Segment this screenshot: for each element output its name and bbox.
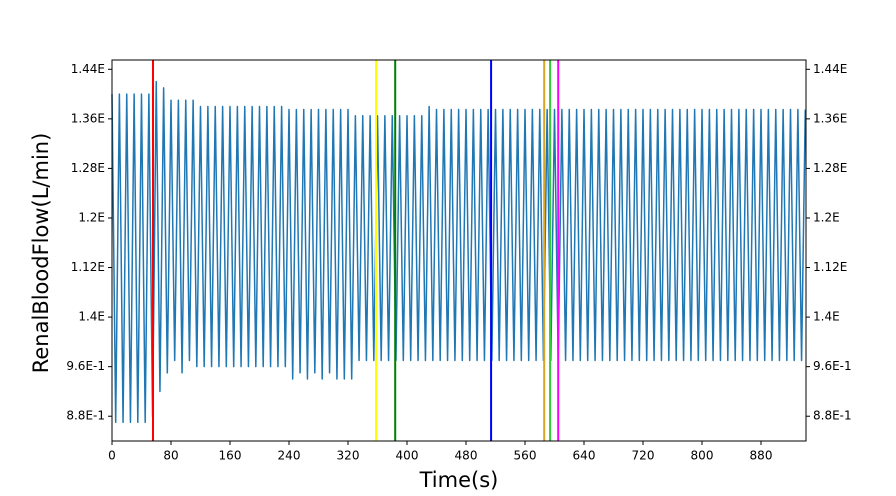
- y-tick-label: 1.2E: [78, 210, 105, 224]
- y-tick-label: 1.12E: [71, 260, 105, 274]
- x-tick-label: 160: [219, 449, 242, 463]
- x-tick-label: 480: [455, 449, 478, 463]
- x-tick-label: 720: [632, 449, 655, 463]
- y-tick-label: 1.36E: [71, 111, 105, 125]
- x-tick-label: 240: [278, 449, 301, 463]
- x-tick-label: 880: [750, 449, 773, 463]
- y-tick-label: 8.8E-1: [66, 409, 105, 423]
- y-tick-label: 9.6E-1: [66, 359, 105, 373]
- y2-tick-label: 9.6E-1: [813, 359, 852, 373]
- y-tick-label: 1.28E: [71, 161, 105, 175]
- x-tick-label: 400: [396, 449, 419, 463]
- x-tick-label: 640: [573, 449, 596, 463]
- y2-tick-label: 1.36E: [813, 111, 847, 125]
- plot-frame: [111, 59, 807, 442]
- y2-tick-label: 1.2E: [813, 210, 840, 224]
- x-tick-label: 0: [108, 449, 116, 463]
- y2-tick-label: 1.44E: [813, 62, 847, 76]
- y-tick-label: 1.44E: [71, 62, 105, 76]
- y2-tick-label: 1.12E: [813, 260, 847, 274]
- x-axis-label: Time(s): [419, 468, 499, 492]
- data-line: [111, 80, 807, 424]
- y-tick-label: 1.4E: [78, 310, 105, 324]
- y2-tick-label: 8.8E-1: [813, 409, 852, 423]
- y2-tick-label: 1.4E: [813, 310, 840, 324]
- y2-tick-label: 1.28E: [813, 161, 847, 175]
- x-tick-label: 560: [514, 449, 537, 463]
- y-axis-label: RenalBloodFlow(L/min): [29, 133, 53, 374]
- x-tick-label: 800: [691, 449, 714, 463]
- x-tick-label: 80: [163, 449, 178, 463]
- x-tick-label: 320: [337, 449, 360, 463]
